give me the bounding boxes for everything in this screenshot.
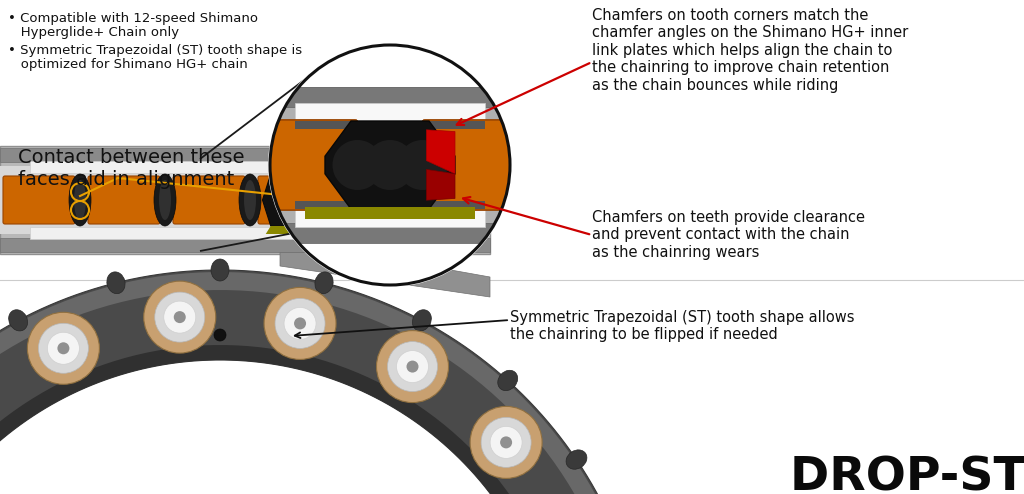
Circle shape: [214, 329, 226, 341]
Text: Chamfers on teeth provide clearance
and prevent contact with the chain
as the ch: Chamfers on teeth provide clearance and …: [592, 210, 865, 260]
FancyBboxPatch shape: [422, 120, 518, 210]
Ellipse shape: [315, 272, 333, 293]
Ellipse shape: [239, 174, 261, 226]
Text: • Compatible with 12-speed Shimano: • Compatible with 12-speed Shimano: [8, 12, 258, 25]
Circle shape: [481, 417, 531, 467]
FancyBboxPatch shape: [0, 146, 490, 254]
Circle shape: [387, 341, 437, 392]
FancyBboxPatch shape: [173, 176, 245, 224]
Circle shape: [377, 330, 449, 403]
Text: • Symmetric Trapezoidal (ST) tooth shape is: • Symmetric Trapezoidal (ST) tooth shape…: [8, 44, 302, 57]
Circle shape: [268, 43, 512, 287]
FancyBboxPatch shape: [262, 120, 358, 210]
Text: Hyperglide+ Chain only: Hyperglide+ Chain only: [8, 26, 179, 39]
Circle shape: [470, 407, 542, 478]
Wedge shape: [365, 140, 415, 190]
Circle shape: [275, 298, 325, 348]
Circle shape: [57, 342, 70, 354]
Text: DROP-STOP ST: DROP-STOP ST: [790, 455, 1024, 494]
FancyBboxPatch shape: [422, 120, 518, 210]
FancyBboxPatch shape: [3, 176, 75, 224]
FancyBboxPatch shape: [265, 87, 515, 242]
Polygon shape: [0, 270, 635, 494]
Polygon shape: [305, 191, 317, 205]
FancyBboxPatch shape: [413, 176, 485, 224]
Ellipse shape: [8, 310, 28, 331]
FancyBboxPatch shape: [258, 176, 330, 224]
FancyBboxPatch shape: [295, 201, 485, 209]
Ellipse shape: [566, 450, 587, 469]
Circle shape: [284, 307, 316, 339]
Text: Contact between these
faces aid in alignment: Contact between these faces aid in align…: [18, 148, 245, 189]
Ellipse shape: [329, 180, 341, 220]
FancyBboxPatch shape: [0, 166, 490, 234]
Circle shape: [39, 323, 88, 373]
Ellipse shape: [244, 180, 256, 220]
Ellipse shape: [324, 174, 346, 226]
Ellipse shape: [69, 174, 91, 226]
FancyBboxPatch shape: [0, 148, 490, 162]
Text: Chamfers on tooth corners match the
chamfer angles on the Shimano HG+ inner
link: Chamfers on tooth corners match the cham…: [592, 8, 908, 92]
FancyBboxPatch shape: [265, 121, 515, 209]
Polygon shape: [0, 345, 558, 494]
Ellipse shape: [404, 180, 416, 220]
Polygon shape: [426, 130, 455, 174]
Circle shape: [500, 436, 512, 449]
FancyBboxPatch shape: [295, 103, 485, 121]
Ellipse shape: [159, 180, 171, 220]
FancyBboxPatch shape: [305, 207, 475, 219]
Circle shape: [264, 288, 336, 360]
Ellipse shape: [211, 259, 229, 281]
Ellipse shape: [413, 310, 431, 331]
Circle shape: [47, 332, 80, 364]
FancyBboxPatch shape: [295, 121, 485, 129]
FancyBboxPatch shape: [343, 176, 415, 224]
Circle shape: [396, 351, 428, 382]
Circle shape: [174, 311, 185, 323]
FancyBboxPatch shape: [265, 223, 515, 243]
Wedge shape: [333, 140, 383, 190]
Polygon shape: [426, 169, 455, 200]
Ellipse shape: [106, 272, 125, 293]
FancyBboxPatch shape: [0, 238, 490, 252]
Circle shape: [143, 281, 216, 353]
Text: Symmetric Trapezoidal (ST) tooth shape allows
the chainring to be flipped if nee: Symmetric Trapezoidal (ST) tooth shape a…: [510, 310, 854, 342]
Ellipse shape: [498, 370, 518, 391]
Ellipse shape: [399, 174, 421, 226]
Circle shape: [164, 301, 196, 333]
Circle shape: [155, 292, 205, 342]
FancyBboxPatch shape: [295, 209, 485, 227]
Polygon shape: [0, 272, 630, 494]
FancyBboxPatch shape: [265, 87, 515, 107]
Circle shape: [407, 361, 419, 372]
Circle shape: [490, 426, 522, 458]
FancyBboxPatch shape: [30, 161, 440, 173]
Polygon shape: [262, 174, 317, 226]
Polygon shape: [280, 252, 490, 297]
FancyBboxPatch shape: [262, 120, 358, 210]
FancyBboxPatch shape: [30, 227, 440, 239]
Ellipse shape: [154, 174, 176, 226]
Wedge shape: [397, 140, 447, 190]
FancyBboxPatch shape: [88, 176, 160, 224]
Circle shape: [294, 318, 306, 329]
Polygon shape: [266, 226, 314, 234]
Circle shape: [28, 312, 99, 384]
Polygon shape: [325, 121, 455, 209]
Ellipse shape: [74, 180, 86, 220]
Text: optimized for Shimano HG+ chain: optimized for Shimano HG+ chain: [8, 58, 248, 71]
